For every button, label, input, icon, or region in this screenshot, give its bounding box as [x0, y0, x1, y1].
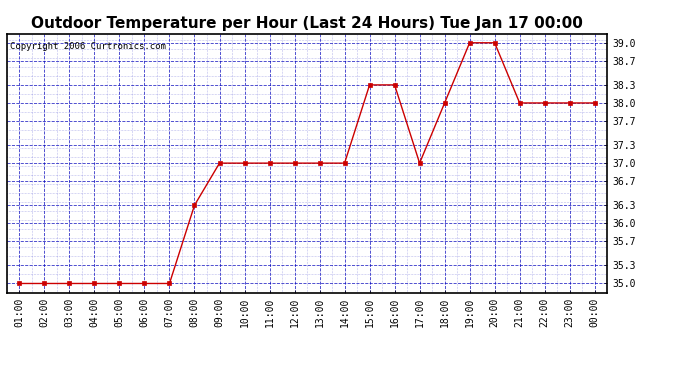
Title: Outdoor Temperature per Hour (Last 24 Hours) Tue Jan 17 00:00: Outdoor Temperature per Hour (Last 24 Ho… [31, 16, 583, 31]
Text: Copyright 2006 Curtronics.com: Copyright 2006 Curtronics.com [10, 42, 166, 51]
